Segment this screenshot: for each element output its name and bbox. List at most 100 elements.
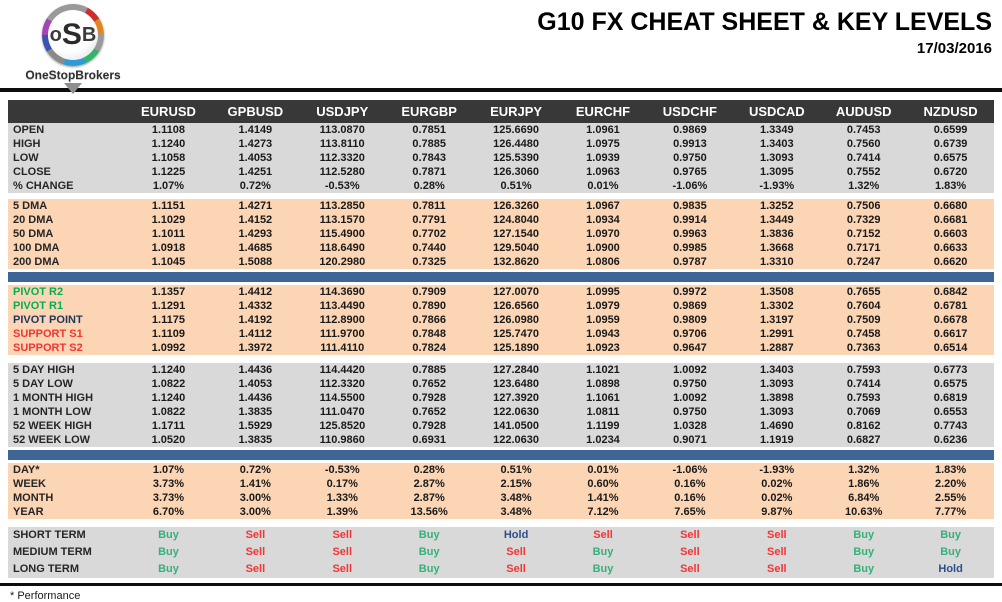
cell-gpbusd: 1.4436 <box>238 364 273 376</box>
cell-audusd: 0.7593 <box>846 364 881 376</box>
cell-eurchf: 1.0970 <box>586 228 620 240</box>
cell-eurgbp: 0.7909 <box>412 286 446 298</box>
table-row-5-dma: 5 DMA 1.1151 1.4271 113.2850 0.7811 126.3260 1… <box>8 199 994 213</box>
cell-usdchf: 0.9963 <box>673 228 707 240</box>
table-row-52-week-high: 52 WEEK HIGH 1.1711 1.5929 125.8520 0.7928 14… <box>8 419 994 433</box>
cell-usdjpy: 114.3690 <box>319 286 365 298</box>
cell-eurgbp: 0.7843 <box>412 152 446 164</box>
cell-eurusd: 1.0822 <box>151 378 186 390</box>
cell-nzdusd: 0.6681 <box>933 214 968 226</box>
cell-usdcad: 1.3836 <box>759 228 794 240</box>
cell-eurgbp: 2.87% <box>413 492 445 504</box>
cell-eurgbp: 0.7811 <box>412 200 446 212</box>
cell-eurchf: 1.0943 <box>586 328 620 340</box>
cell-usdchf: -1.06% <box>672 180 708 192</box>
cell-eurjpy: 0.51% <box>500 464 532 476</box>
cell-eurchf: 1.41% <box>587 492 619 504</box>
cell-eurusd: Buy <box>158 529 179 541</box>
cell-eurusd: 1.1109 <box>151 328 185 340</box>
table-row-100-dma: 100 DMA 1.0918 1.4685 118.6490 0.7440 129.504… <box>8 241 994 255</box>
cell-gpbusd: 1.5088 <box>238 256 273 268</box>
cell-audusd: 0.7171 <box>846 242 881 254</box>
cell-gpbusd: Sell <box>245 563 266 575</box>
cell-usdchf: Sell <box>680 529 700 541</box>
cell-eurchf: 1.0967 <box>586 200 620 212</box>
cell-nzdusd: 0.6773 <box>933 364 968 376</box>
cell-usdcad: 1.3403 <box>759 138 794 150</box>
cell-usdcad: 0.02% <box>761 478 793 490</box>
column-header-usdchf: USDCHF <box>662 104 717 119</box>
cell-usdjpy: 113.8110 <box>319 138 365 150</box>
cell-usdcad: 1.3449 <box>759 214 794 226</box>
cell-usdjpy: 110.9860 <box>319 434 365 446</box>
table-row-pivot-r2: PIVOT R2 1.1357 1.4412 114.3690 0.7909 127.00… <box>8 285 994 299</box>
column-header-eurusd: EURUSD <box>141 104 196 119</box>
table-row-day-: DAY* 1.07% 0.72% -0.53% 0.28% 0.51% 0.01% -1.06… <box>8 463 994 477</box>
row-label: SUPPORT S1 <box>13 328 83 340</box>
cell-nzdusd: 0.6633 <box>933 242 968 254</box>
cell-eurgbp: 0.6931 <box>412 434 446 446</box>
cell-eurjpy: Sell <box>506 546 526 558</box>
cell-usdjpy: 115.4900 <box>319 228 365 240</box>
footer-divider <box>0 583 1002 586</box>
cell-nzdusd: 0.6620 <box>933 256 968 268</box>
section-dma: 5 DMA 1.1151 1.4271 113.2850 0.7811 126.3260 1… <box>8 199 994 269</box>
osb-logo-caption: OneStopBrokers <box>25 68 121 82</box>
cell-nzdusd: 0.6720 <box>933 166 968 178</box>
cell-eurgbp: 13.56% <box>410 506 448 518</box>
row-label: 5 DAY LOW <box>13 378 73 390</box>
cell-gpbusd: 1.4685 <box>238 242 273 254</box>
cell-usdchf: 0.16% <box>674 492 706 504</box>
cell-eurusd: 1.0918 <box>151 242 186 254</box>
row-label: LONG TERM <box>13 563 79 575</box>
row-label: MEDIUM TERM <box>13 546 92 558</box>
cell-audusd: 0.7414 <box>846 378 881 390</box>
row-label: 50 DMA <box>13 228 54 240</box>
cell-audusd: 0.7453 <box>846 124 881 136</box>
cell-eurjpy: 0.51% <box>500 180 532 192</box>
cell-usdcad: 1.3302 <box>759 300 794 312</box>
cell-eurchf: 0.60% <box>587 478 619 490</box>
cell-usdchf: 0.9071 <box>673 434 707 446</box>
cell-eurjpy: Hold <box>503 529 529 541</box>
cell-eurgbp: 0.28% <box>413 464 445 476</box>
cell-eurjpy: 124.8040 <box>493 214 540 226</box>
cell-eurusd: 1.1175 <box>151 314 185 326</box>
cell-usdcad: 1.3349 <box>759 124 794 136</box>
cell-eurgbp: 0.7791 <box>412 214 446 226</box>
cell-usdcad: Sell <box>767 529 787 541</box>
cell-eurgbp: 0.28% <box>413 180 445 192</box>
cell-usdjpy: 113.1570 <box>319 214 365 226</box>
cell-eurchf: 1.0811 <box>586 406 620 418</box>
cell-eurgbp: 0.7928 <box>412 392 446 404</box>
cell-eurchf: 7.12% <box>587 506 619 518</box>
cell-usdchf: 0.9706 <box>673 328 707 340</box>
cell-eurusd: 1.1240 <box>151 364 186 376</box>
cell-eurjpy: 3.48% <box>500 506 532 518</box>
cell-usdchf: 0.9750 <box>673 406 707 418</box>
row-label: 100 DMA <box>13 242 60 254</box>
cell-usdcad: 1.3093 <box>759 152 794 164</box>
cell-audusd: 0.7458 <box>846 328 881 340</box>
cell-usdcad: 9.87% <box>761 506 793 518</box>
cell-nzdusd: 1.83% <box>935 464 967 476</box>
cell-usdjpy: 112.3320 <box>319 378 365 390</box>
cell-eurusd: 1.0822 <box>151 406 186 418</box>
table-row-month: MONTH 3.73% 3.00% 1.33% 2.87% 3.48% 1.41% 0.16%… <box>8 491 994 505</box>
cell-gpbusd: 1.4293 <box>238 228 273 240</box>
row-label: 200 DMA <box>13 256 60 268</box>
row-label: HIGH <box>13 138 41 150</box>
cell-usdjpy: -0.53% <box>324 464 360 476</box>
cell-audusd: 0.6827 <box>846 434 881 446</box>
cell-gpbusd: 1.4149 <box>238 124 273 136</box>
table-row-high: HIGH 1.1240 1.4273 113.8110 0.7885 126.4480 1.… <box>8 137 994 151</box>
cell-gpbusd: 1.4152 <box>238 214 273 226</box>
cell-usdcad: -1.93% <box>759 464 795 476</box>
page-date: 17/03/2016 <box>916 40 992 57</box>
table-row-5-day-high: 5 DAY HIGH 1.1240 1.4436 114.4420 0.7885 127.… <box>8 363 994 377</box>
table-row-50-dma: 50 DMA 1.1011 1.4293 115.4900 0.7702 127.1540… <box>8 227 994 241</box>
cell-usdcad: 0.02% <box>761 492 793 504</box>
cell-usdchf: 1.0328 <box>673 420 707 432</box>
cell-eurjpy: 126.0980 <box>493 314 540 326</box>
